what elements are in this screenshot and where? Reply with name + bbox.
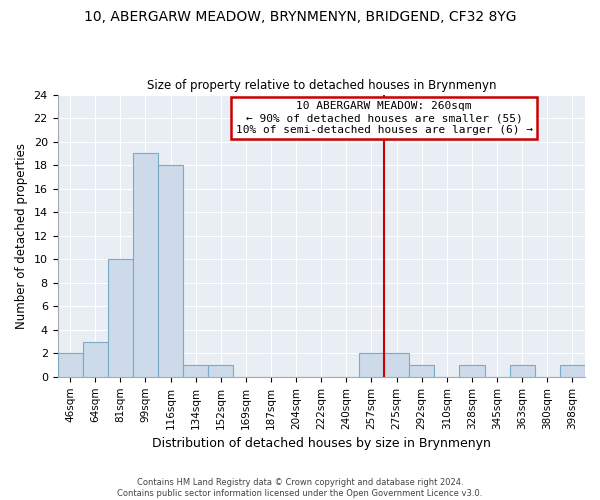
Bar [359, 354, 384, 377]
Text: 10, ABERGARW MEADOW, BRYNMENYN, BRIDGEND, CF32 8YG: 10, ABERGARW MEADOW, BRYNMENYN, BRIDGEND… [84, 10, 516, 24]
Bar [409, 365, 434, 377]
Bar [108, 259, 133, 377]
Bar [83, 342, 108, 377]
Bar [133, 154, 158, 377]
Bar [384, 354, 409, 377]
Bar [509, 365, 535, 377]
Bar [158, 165, 183, 377]
Text: 10 ABERGARW MEADOW: 260sqm
← 90% of detached houses are smaller (55)
10% of semi: 10 ABERGARW MEADOW: 260sqm ← 90% of deta… [236, 102, 533, 134]
X-axis label: Distribution of detached houses by size in Brynmenyn: Distribution of detached houses by size … [152, 437, 491, 450]
Bar [58, 354, 83, 377]
Bar [560, 365, 585, 377]
Bar [208, 365, 233, 377]
Text: Contains HM Land Registry data © Crown copyright and database right 2024.
Contai: Contains HM Land Registry data © Crown c… [118, 478, 482, 498]
Bar [183, 365, 208, 377]
Title: Size of property relative to detached houses in Brynmenyn: Size of property relative to detached ho… [146, 79, 496, 92]
Bar [460, 365, 485, 377]
Y-axis label: Number of detached properties: Number of detached properties [15, 142, 28, 328]
